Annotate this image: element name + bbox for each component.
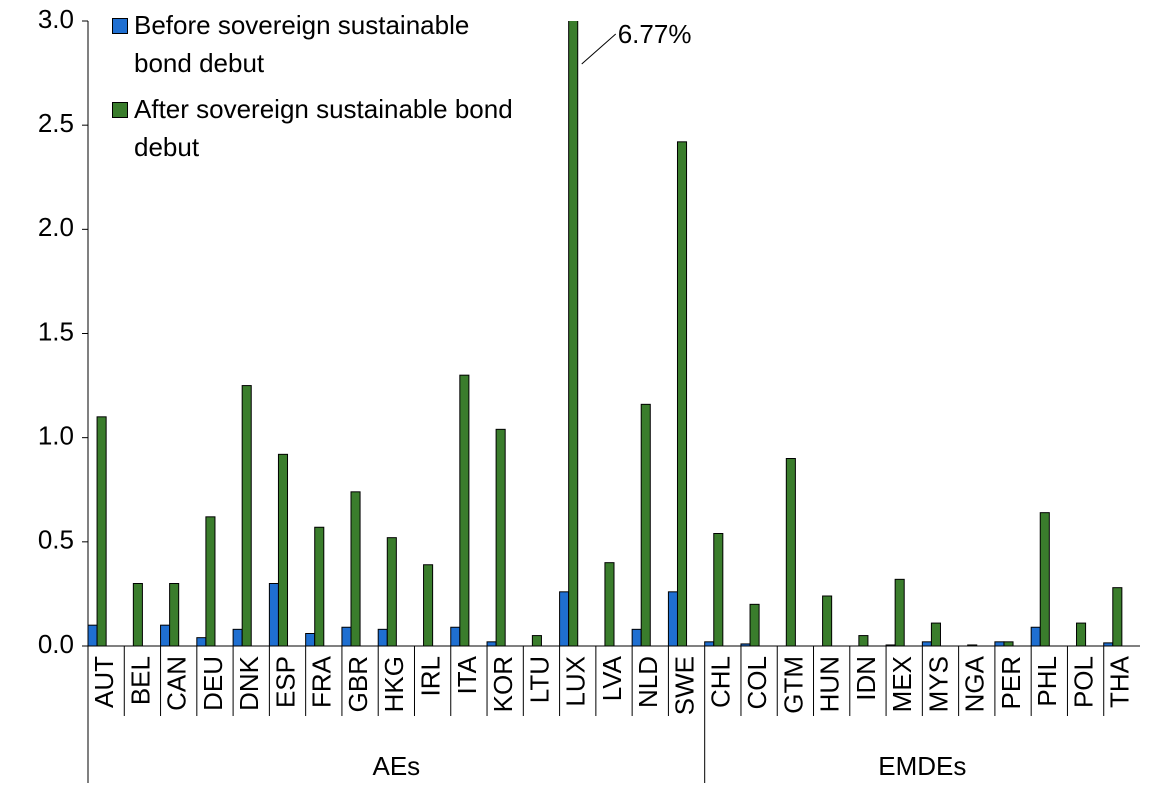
bar [268,583,279,647]
x-tick-label: FRA [307,655,337,708]
bar [96,416,107,647]
x-tick-label: KOR [488,656,518,712]
bar [350,491,361,647]
bar [341,626,352,647]
bar [994,641,1005,647]
x-tick-label: IDN [851,656,881,701]
y-tick-label: 3.0 [38,4,74,34]
x-tick-label: IRL [415,656,445,696]
bar [676,141,688,647]
bar [486,641,497,647]
y-tick-label: 2.0 [38,212,74,242]
x-tick-label: LTU [524,656,554,703]
y-tick-label: 0.0 [38,629,74,659]
bars [88,21,1123,647]
y-tick-label: 0.5 [38,525,74,555]
bar [450,626,461,647]
bar [858,635,869,647]
x-tick-label: PER [996,656,1026,709]
x-tick-label: GBR [343,656,373,712]
y-tick-label: 1.5 [38,316,74,346]
x-tick-label: PHL [1032,656,1062,707]
legend-item: After sovereign sustainable bond debut [108,90,528,166]
bar [205,516,216,647]
bar [631,628,642,647]
legend-item: Before sovereign sustainable bond debut [108,6,528,82]
bar [241,385,252,647]
x-tick-label: AUT [89,656,119,708]
group-label: AEs [373,751,421,781]
x-tick-label: SWE [669,656,699,715]
y-tick-label: 1.0 [38,421,74,451]
bar [277,453,289,647]
bar [568,21,579,647]
bar [169,583,180,647]
bar [921,641,932,647]
x-tick-label: DEU [198,656,228,711]
x-tick-label: POL [1068,656,1098,708]
bar [1030,626,1041,647]
bar [930,622,941,647]
bar [196,637,207,647]
y-tick-label: 2.5 [38,108,74,138]
bar [704,641,715,647]
label-leader [581,33,617,65]
bar [559,591,570,647]
data-label: 6.77% [618,19,692,49]
bar [894,578,905,647]
x-tick-label: COL [742,656,772,709]
legend-label: After sovereign sustainable bond debut [134,94,513,162]
bar [749,603,760,647]
x-tick-label: MYS [923,656,953,712]
x-tick-label: NGA [960,655,990,712]
bar [1112,587,1123,647]
bar [160,624,171,647]
bar [531,635,542,647]
bar [1039,512,1050,647]
bar [314,526,325,647]
bar [822,595,833,647]
bar [459,374,470,647]
x-tick-label: ESP [270,656,300,708]
bar [305,633,316,647]
bar [713,533,724,647]
x-tick-label: HKG [379,656,409,712]
bar [1003,641,1014,647]
bar [423,564,434,647]
x-tick-label: BEL [125,656,155,705]
x-tick-label: HUN [815,656,845,712]
x-tick-label: GTM [778,656,808,714]
x-tick-label: CAN [162,656,192,711]
bar [386,537,397,647]
bar [88,624,98,647]
x-tick-label: MEX [887,656,917,712]
x-tick-label: LVA [597,655,627,701]
legend-label: Before sovereign sustainable bond debut [134,10,470,78]
x-tick-label: LUX [561,656,591,707]
legend-swatch [112,18,128,34]
x-tick-label: THA [1105,655,1135,708]
bar [495,428,506,647]
legend-swatch [112,102,128,118]
group-label: EMDEs [878,751,966,781]
legend: Before sovereign sustainable bond debut A… [108,6,528,174]
bar [377,628,388,647]
x-tick-label: DNK [234,655,264,711]
bar [132,583,143,647]
bar [667,591,678,647]
bar [232,628,243,647]
bar [1076,622,1087,647]
bar [640,403,651,647]
bar [785,458,796,647]
x-tick-label: NLD [633,656,663,708]
x-tick-label: ITA [452,655,482,694]
x-tick-label: CHL [706,656,736,708]
bar [604,562,615,647]
